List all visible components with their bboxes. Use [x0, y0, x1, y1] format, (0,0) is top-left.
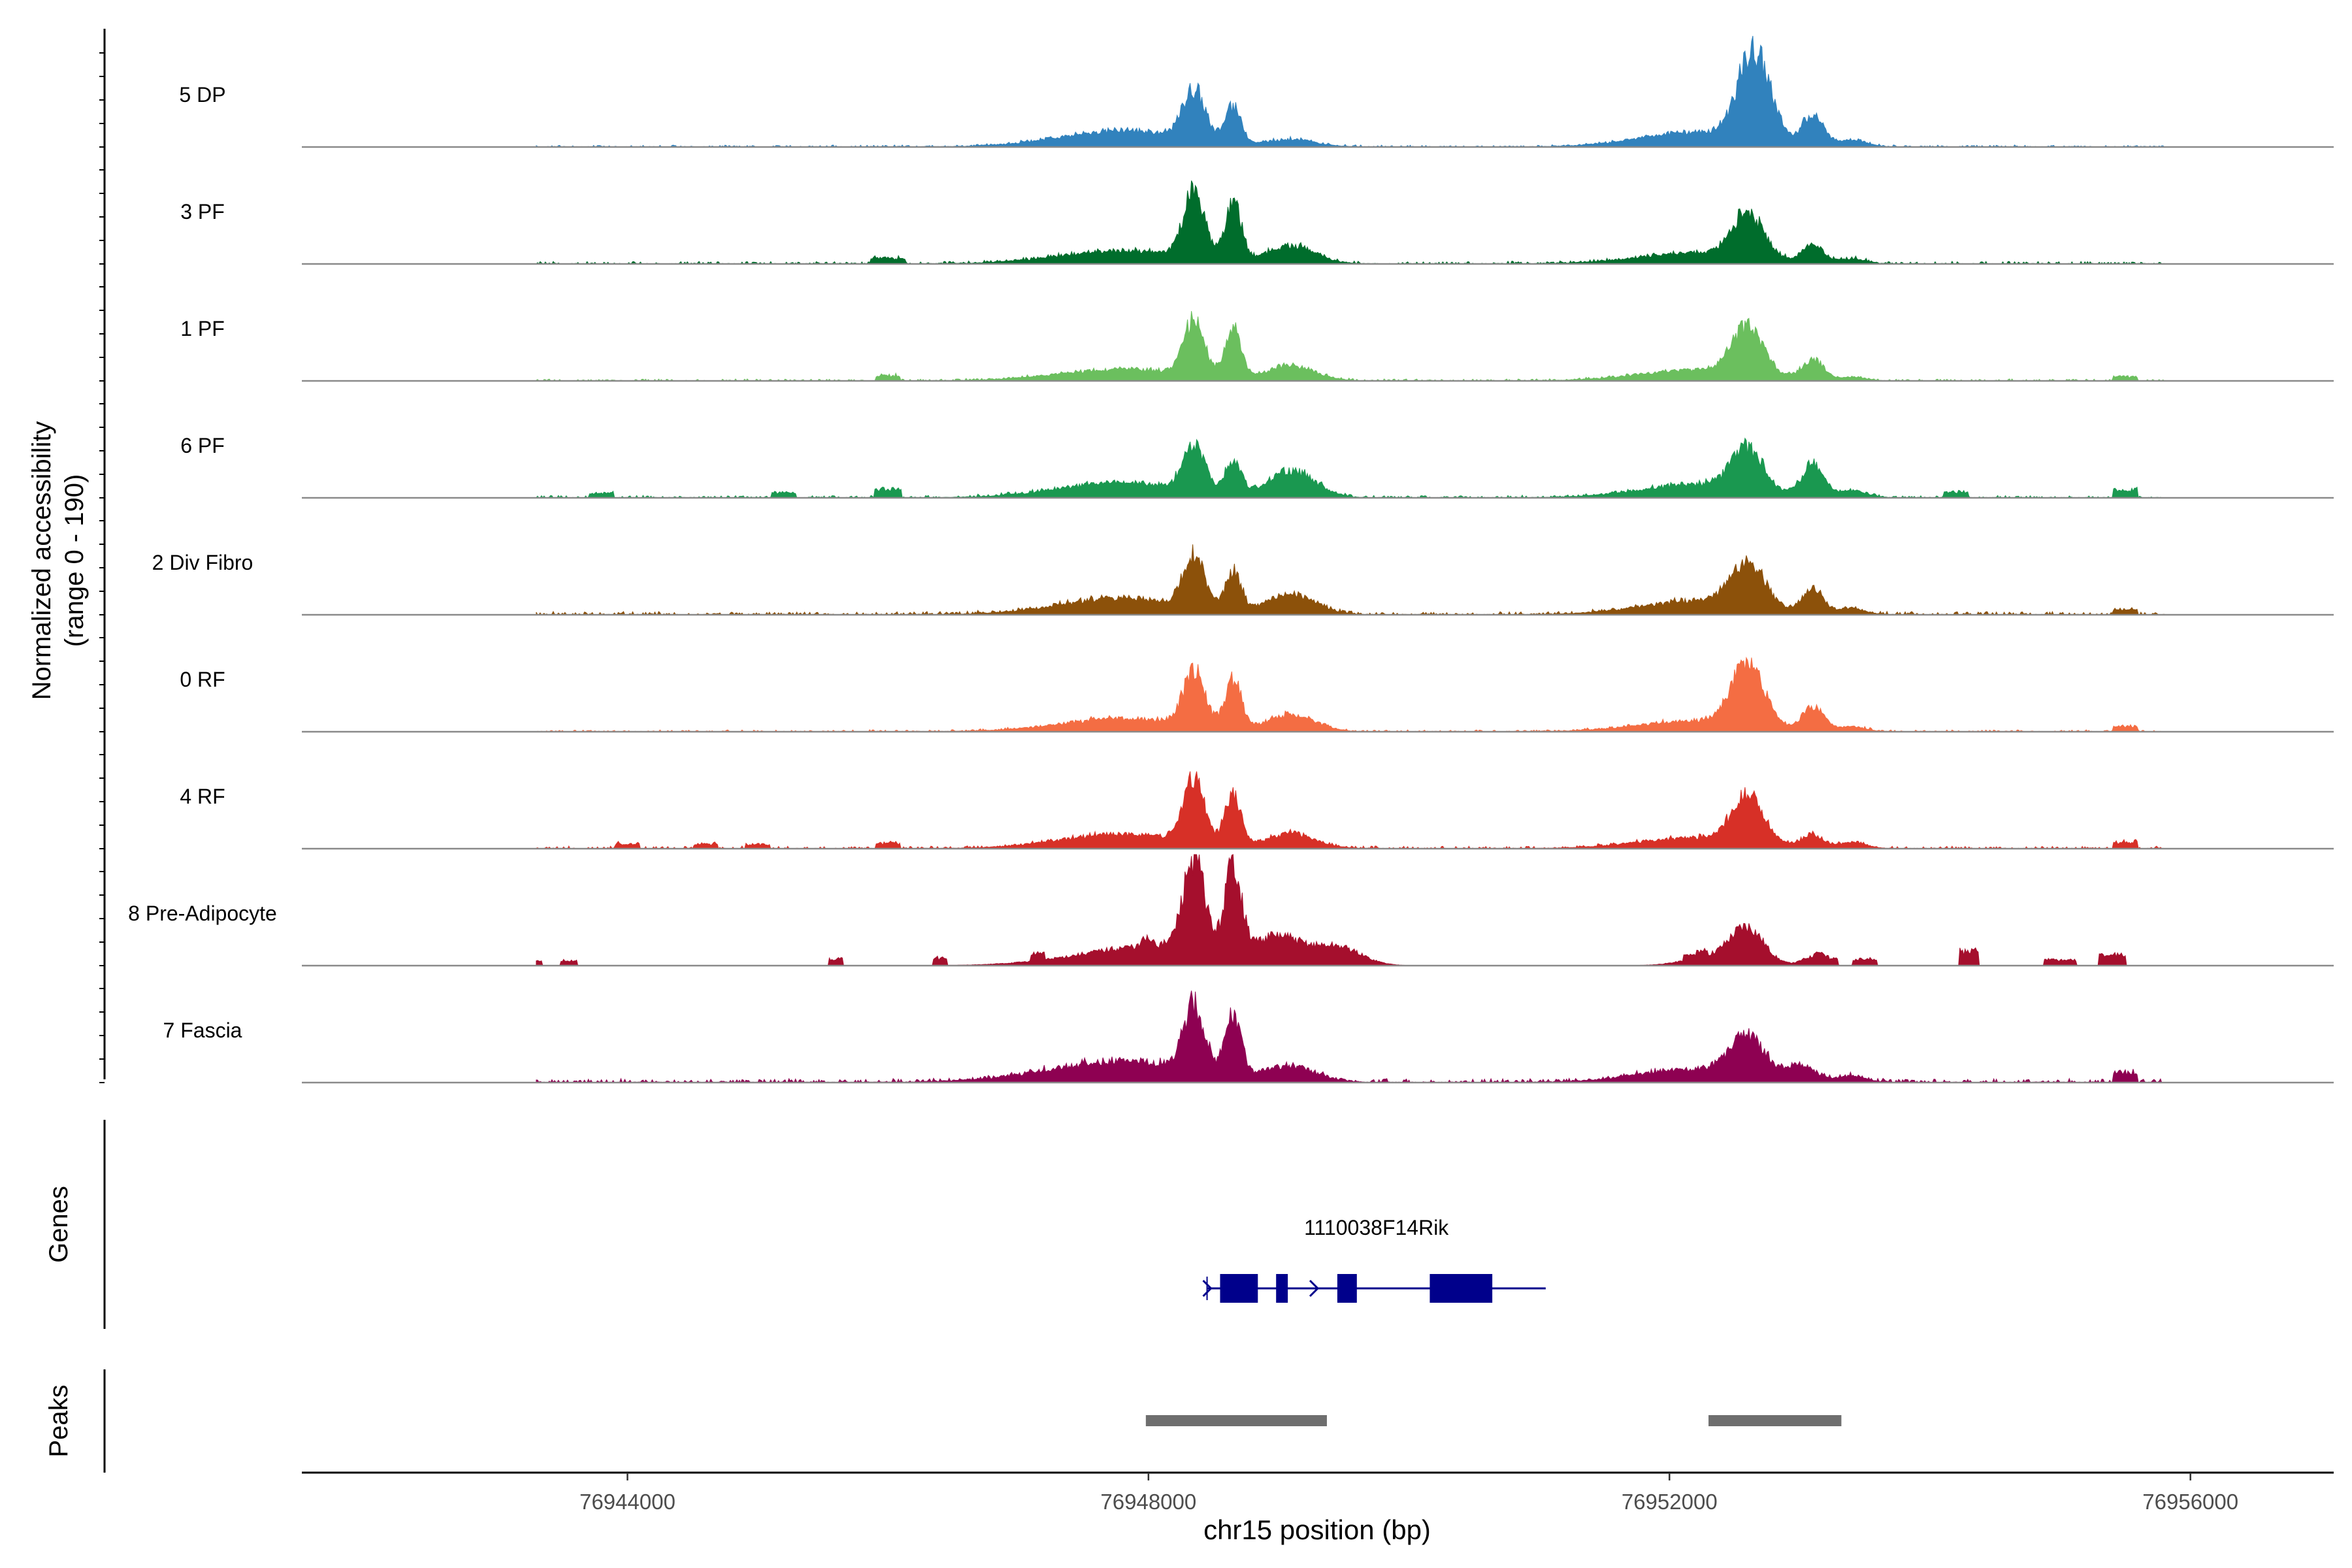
coverage-area-0-rf: [536, 657, 2165, 732]
y-axis-range-label: (range 0 - 190): [60, 474, 89, 647]
coverage-tracks: [302, 35, 2334, 1084]
track-label-4-rf: 4 RF: [180, 785, 225, 808]
coverage-area-7-fascia: [536, 990, 2165, 1084]
track-label-8-pre-adipocyte: 8 Pre-Adipocyte: [128, 902, 277, 925]
track-label-0-rf: 0 RF: [180, 668, 225, 691]
gene-name-label: 1110038F14Rik: [1304, 1216, 1449, 1239]
x-axis-ticks: 76944000 76948000 76952000 76956000: [580, 1473, 2238, 1514]
track-3-pf: [302, 180, 2334, 265]
peaks-panel-label: Peaks: [44, 1384, 73, 1457]
track-1-pf: [302, 311, 2334, 382]
track-label-3-pf: 3 PF: [180, 200, 225, 223]
coverage-area-5-dp: [536, 35, 2166, 148]
coverage-y-ticks: [99, 52, 105, 1083]
coverage-area-4-rf: [536, 771, 2165, 849]
coverage-area-3-pf: [536, 180, 2165, 265]
coverage-area-8-pre-adipocyte: [536, 854, 2164, 966]
track-label-6-pf: 6 PF: [180, 434, 225, 457]
gene-strand-arrow: [1202, 1279, 1213, 1298]
coverage-area-6-pf: [536, 437, 2165, 498]
gene-exon: [1429, 1274, 1493, 1303]
gene-exon: [1276, 1274, 1288, 1303]
track-6-pf: [302, 437, 2334, 499]
gene-exon: [1220, 1274, 1258, 1303]
x-tick-label: 76952000: [1622, 1490, 1718, 1514]
coverage-area-1-pf: [536, 311, 2165, 382]
track-label-5-dp: 5 DP: [179, 83, 225, 106]
x-tick-label: 76948000: [1100, 1490, 1196, 1514]
track-4-rf: [302, 771, 2334, 850]
x-tick-label: 76944000: [580, 1490, 676, 1514]
coverage-area-2-div-fibro: [536, 544, 2165, 616]
peak-region: [1145, 1415, 1327, 1426]
y-axis-label: Normalized accessibility: [27, 421, 56, 700]
genes-panel-label: Genes: [44, 1186, 73, 1263]
track-8-pre-adipocyte: [302, 854, 2334, 967]
gene-track: 1110038F14Rik: [1202, 1216, 1546, 1303]
gene-exon: [1337, 1274, 1357, 1303]
track-7-fascia: [302, 990, 2334, 1084]
gene-1110038f14rik: 1110038F14Rik: [1202, 1216, 1546, 1303]
track-label-2-div-fibro: 2 Div Fibro: [152, 551, 253, 574]
peak-region: [1708, 1415, 1842, 1426]
peak-track: [1145, 1415, 1842, 1426]
track-label-1-pf: 1 PF: [180, 317, 225, 340]
x-axis-label: chr15 position (bp): [1203, 1514, 1431, 1545]
track-2-div-fibro: [302, 544, 2334, 616]
track-labels: 5 DP 3 PF 1 PF 6 PF 2 Div Fibro 0 RF 4 RF 8 Pre…: [128, 83, 277, 1042]
track-0-rf: [302, 657, 2334, 733]
gene-strand-arrow: [1309, 1279, 1320, 1298]
track-label-7-fascia: 7 Fascia: [163, 1019, 242, 1042]
x-tick-label: 76956000: [2142, 1490, 2238, 1514]
track-5-dp: [302, 35, 2334, 148]
